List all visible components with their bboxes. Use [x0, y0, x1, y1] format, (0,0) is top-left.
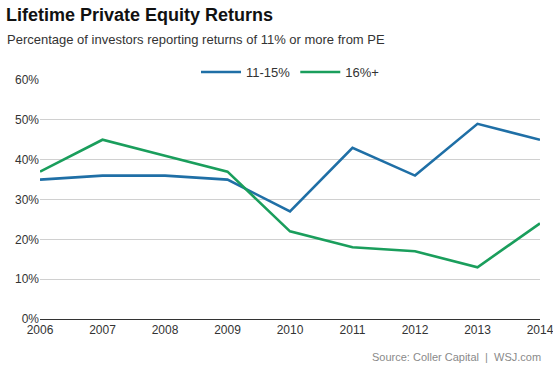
svg-text:2012: 2012 — [402, 323, 429, 337]
svg-text:0%: 0% — [22, 312, 40, 326]
svg-text:2006: 2006 — [27, 323, 54, 337]
svg-text:16%+: 16%+ — [345, 65, 379, 80]
svg-text:2014: 2014 — [527, 323, 553, 337]
svg-text:Percentage of investors report: Percentage of investors reporting return… — [7, 32, 385, 47]
svg-text:2008: 2008 — [152, 323, 179, 337]
svg-text:20%: 20% — [15, 233, 39, 247]
svg-text:2007: 2007 — [89, 323, 116, 337]
svg-text:30%: 30% — [15, 193, 39, 207]
svg-text:2009: 2009 — [214, 323, 241, 337]
svg-text:50%: 50% — [15, 113, 39, 127]
svg-text:40%: 40% — [15, 153, 39, 167]
svg-text:60%: 60% — [15, 73, 39, 87]
svg-text:2013: 2013 — [464, 323, 491, 337]
svg-text:2010: 2010 — [277, 323, 304, 337]
svg-text:Lifetime Private Equity Return: Lifetime Private Equity Returns — [6, 5, 273, 25]
svg-text:11-15%: 11-15% — [246, 65, 290, 80]
svg-text:10%: 10% — [15, 272, 39, 286]
svg-text:Source: Coller Capital | WSJ: Source: Coller Capital | WSJ.com — [372, 351, 541, 363]
svg-text:2011: 2011 — [340, 323, 366, 337]
